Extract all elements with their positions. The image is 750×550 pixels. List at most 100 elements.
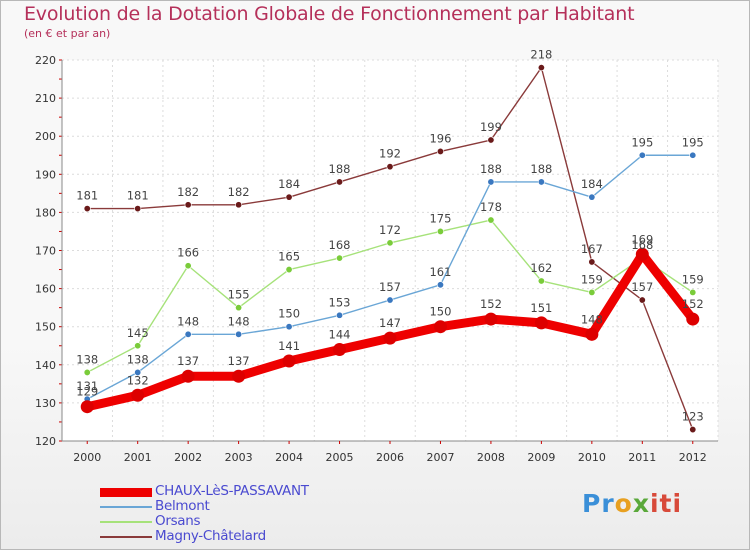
data-label: 132	[127, 373, 149, 387]
data-point	[638, 296, 646, 304]
data-point	[282, 354, 296, 368]
data-label: 161	[429, 265, 451, 279]
data-point	[484, 312, 498, 326]
x-tick-label: 2009	[527, 451, 555, 464]
data-label: 155	[228, 288, 250, 302]
data-label: 138	[127, 352, 149, 366]
data-label: 184	[278, 177, 300, 191]
data-point	[333, 343, 347, 357]
data-point	[336, 254, 344, 262]
data-point	[689, 288, 697, 296]
legend-swatch-chaux	[100, 488, 152, 497]
data-label: 159	[581, 272, 603, 286]
data-label: 137	[228, 354, 250, 368]
data-label: 178	[480, 200, 502, 214]
data-point	[285, 323, 293, 331]
data-point	[232, 369, 246, 383]
logo-part: o	[614, 489, 633, 518]
x-tick-label: 2004	[275, 451, 303, 464]
data-label: 188	[480, 162, 502, 176]
data-label: 188	[329, 162, 351, 176]
data-point	[235, 201, 243, 209]
data-label: 141	[278, 339, 300, 353]
y-tick-label: 220	[35, 54, 56, 67]
data-label: 131	[76, 379, 98, 393]
chart-title: Evolution de la Dotation Globale de Fonc…	[24, 3, 635, 25]
data-point	[436, 281, 444, 289]
data-label: 162	[530, 261, 552, 275]
data-label: 147	[379, 316, 401, 330]
data-label: 181	[127, 189, 149, 203]
data-label: 166	[177, 246, 199, 260]
data-point	[336, 311, 344, 319]
data-label: 153	[329, 295, 351, 309]
data-point	[689, 151, 697, 159]
x-tick-label: 2012	[679, 451, 707, 464]
data-label: 172	[379, 223, 401, 237]
data-label: 182	[228, 185, 250, 199]
data-label: 157	[631, 280, 653, 294]
legend-swatch-orsans	[100, 521, 152, 523]
legend-label-chaux: CHAUX-LèS-PASSAVANT	[155, 483, 309, 499]
data-label: 184	[581, 177, 603, 191]
x-tick-label: 2005	[326, 451, 354, 464]
data-point	[383, 331, 397, 345]
data-label: 182	[177, 185, 199, 199]
data-point	[235, 304, 243, 312]
data-point	[83, 368, 91, 376]
data-label: 144	[329, 328, 351, 342]
data-point	[436, 147, 444, 155]
data-point	[588, 258, 596, 266]
data-label: 150	[429, 305, 451, 319]
data-label: 123	[682, 410, 704, 424]
data-label: 148	[228, 314, 250, 328]
data-label: 159	[682, 272, 704, 286]
data-label: 150	[278, 307, 300, 321]
legend-label-magny: Magny-Châtelard	[155, 528, 266, 544]
data-point	[689, 426, 697, 434]
data-point	[235, 330, 243, 338]
x-tick-label: 2006	[376, 451, 404, 464]
data-label: 129	[76, 385, 98, 399]
data-label: 199	[480, 120, 502, 134]
legend-swatch-belmont	[100, 506, 152, 508]
chart-subtitle: (en € et par an)	[24, 27, 111, 40]
data-label: 195	[682, 135, 704, 149]
data-point	[537, 64, 545, 72]
data-label: 169	[631, 232, 653, 246]
logo-part: iti	[649, 489, 683, 518]
data-point	[686, 312, 700, 326]
x-tick-label: 2001	[124, 451, 152, 464]
data-label: 152	[480, 297, 502, 311]
data-point	[134, 342, 142, 350]
data-label: 148	[581, 312, 603, 326]
proxiti-logo: Proxiti	[582, 489, 682, 518]
x-tick-label: 2000	[73, 451, 101, 464]
data-point	[181, 369, 195, 383]
data-point	[184, 330, 192, 338]
data-point	[588, 288, 596, 296]
data-label: 168	[329, 238, 351, 252]
y-tick-label: 130	[35, 397, 56, 410]
data-point	[436, 227, 444, 235]
y-tick-label: 210	[35, 92, 56, 105]
data-label: 138	[76, 352, 98, 366]
data-point	[80, 400, 94, 414]
data-label: 165	[278, 250, 300, 264]
data-label: 152	[682, 297, 704, 311]
y-tick-label: 170	[35, 245, 56, 258]
data-point	[83, 205, 91, 213]
data-point	[534, 316, 548, 330]
data-point	[487, 216, 495, 224]
data-point	[336, 178, 344, 186]
data-point	[487, 136, 495, 144]
data-label: 148	[177, 314, 199, 328]
legend-swatch-magny	[100, 536, 152, 538]
x-tick-label: 2002	[174, 451, 202, 464]
data-point	[487, 178, 495, 186]
x-tick-label: 2008	[477, 451, 505, 464]
data-label: 168	[631, 238, 653, 252]
data-point	[184, 201, 192, 209]
data-point	[537, 277, 545, 285]
